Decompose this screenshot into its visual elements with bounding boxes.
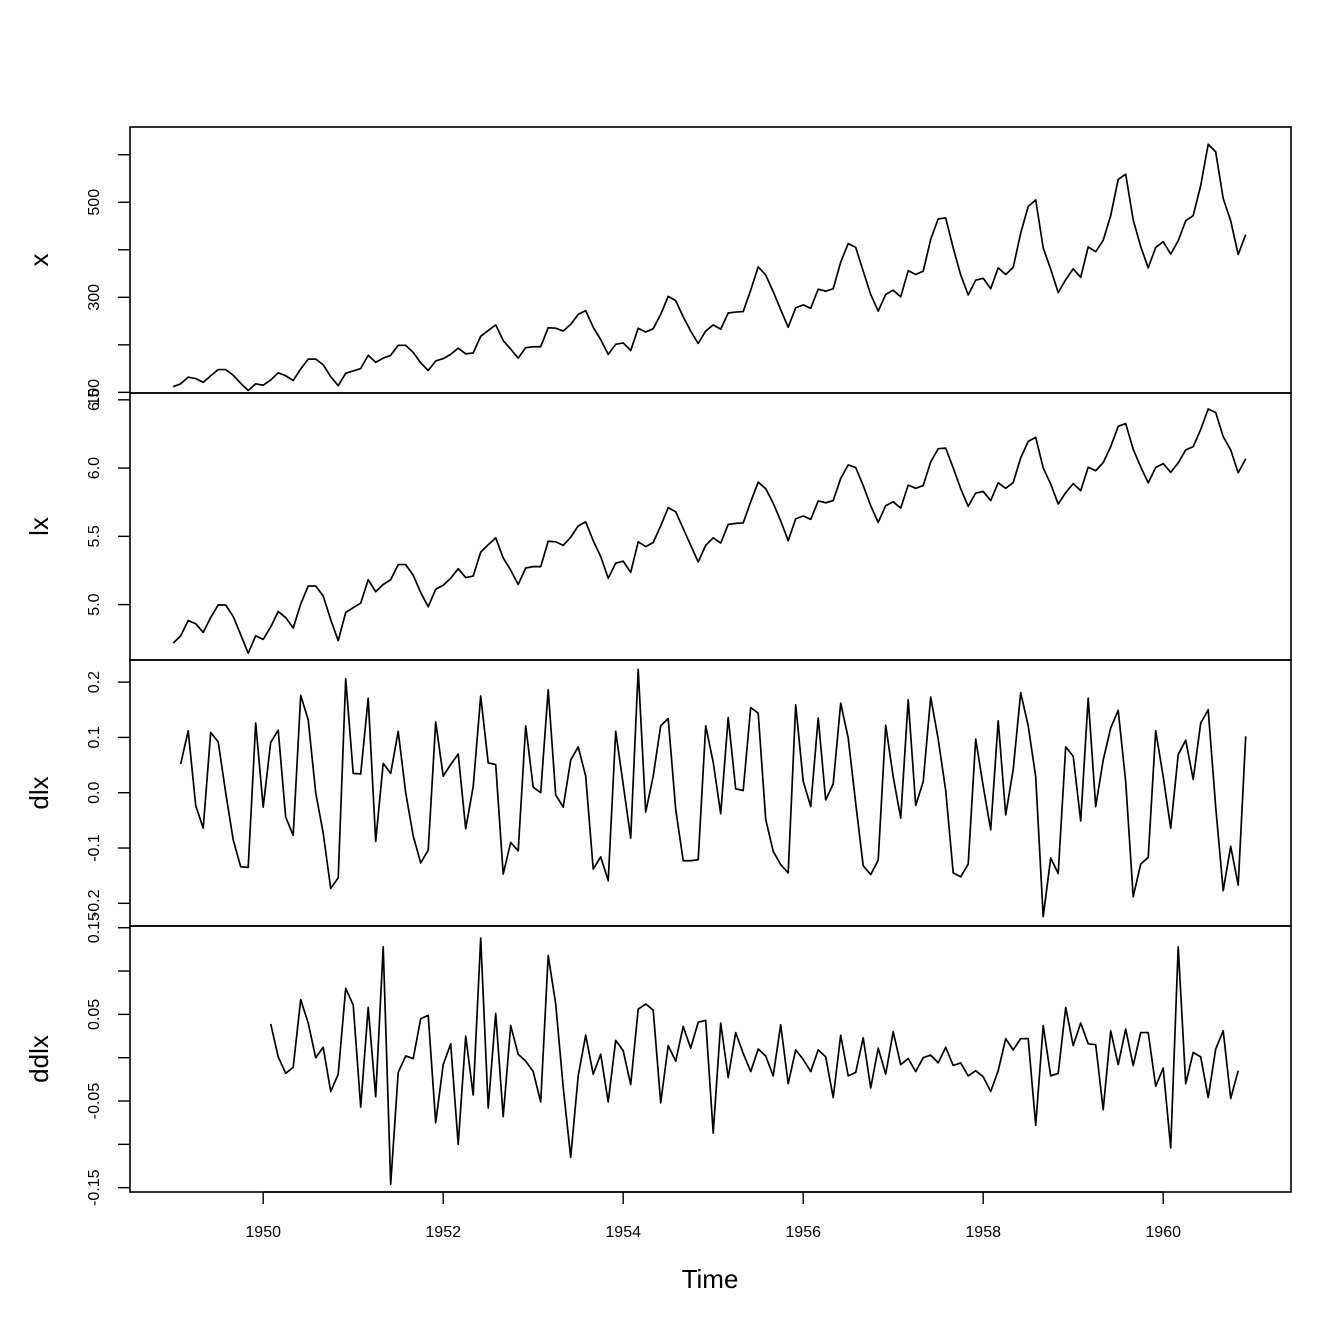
y-tick-label: 300 (86, 284, 103, 311)
y-tick-label: -0.2 (86, 889, 103, 917)
x-axis-title: Time (682, 1264, 739, 1294)
y-tick-label: 0.0 (86, 782, 103, 804)
panel-frame (129, 392, 1292, 661)
y-axis-title: dlx (24, 776, 54, 809)
y-tick-label: 6.5 (86, 389, 103, 411)
y-axis-title: lx (24, 517, 54, 536)
series-line (172, 143, 1247, 392)
panel-ddlx: -0.15 -0.05 0.05 0.15 ddlx (24, 912, 1292, 1206)
y-tick-label: 6.0 (86, 457, 103, 479)
panel-frame (129, 126, 1292, 394)
x-tick-label: 1950 (245, 1224, 281, 1241)
panel-x: 100 300 500 x (24, 126, 1292, 406)
x-axis: 1950 1952 1954 1956 1958 1960 (245, 1191, 1181, 1241)
x-tick-label: 1954 (605, 1224, 641, 1241)
y-tick-label: -0.15 (86, 1169, 103, 1206)
y-tick-label: -0.05 (86, 1083, 103, 1120)
y-tick-label: -0.1 (86, 834, 103, 862)
panel-lx: 5.0 5.5 6.0 6.5 lx (24, 389, 1292, 661)
series-line (269, 937, 1240, 1186)
y-tick-label: 5.5 (86, 525, 103, 547)
y-tick-label: 0.05 (86, 999, 103, 1030)
x-tick-label: 1956 (785, 1224, 821, 1241)
series-line (172, 408, 1247, 655)
y-tick-label: 100 (86, 379, 103, 406)
y-tick-label: 0.1 (86, 726, 103, 748)
y-axis-title: x (24, 254, 54, 267)
x-tick-label: 1958 (965, 1224, 1001, 1241)
panel-dlx: -0.2 -0.1 0.0 0.1 0.2 dlx (24, 659, 1292, 927)
series-line (179, 668, 1247, 918)
x-tick-label: 1960 (1145, 1224, 1181, 1241)
panel-frame (129, 659, 1292, 927)
y-tick-label: 500 (86, 189, 103, 216)
y-tick-label: 5.0 (86, 593, 103, 615)
y-tick-label: 0.2 (86, 671, 103, 693)
y-axis-title: ddlx (24, 1035, 54, 1083)
y-tick-label: 0.15 (86, 912, 103, 943)
plot-panels: 100 300 500 x 5.0 5.5 6.0 6.5 lx -0.2 -0.1 0.0 0.1 0.… (24, 126, 1292, 1206)
x-tick-label: 1952 (425, 1224, 461, 1241)
